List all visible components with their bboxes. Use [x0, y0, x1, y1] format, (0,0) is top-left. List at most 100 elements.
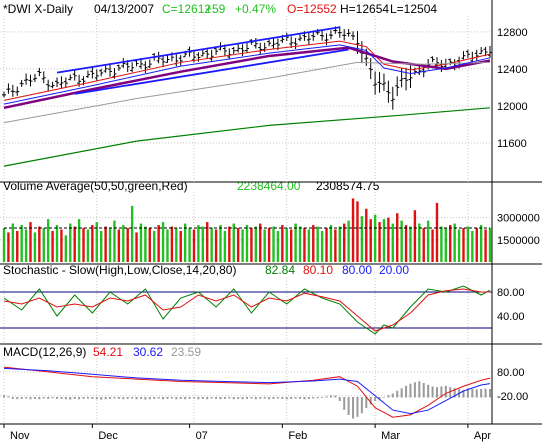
header-open: O=12552 — [287, 2, 337, 16]
volume-bar — [95, 222, 98, 262]
volume-bar — [285, 228, 288, 262]
volume-bar — [329, 225, 333, 262]
volume-bar — [91, 225, 94, 262]
header-change: +59 — [205, 2, 226, 16]
volume-bar — [466, 226, 470, 262]
volume-bar — [236, 228, 240, 262]
volume-bar — [484, 229, 487, 262]
volume-bar — [206, 222, 209, 262]
volume-bar — [86, 229, 90, 262]
volume-value-1: 2238464.00 — [237, 179, 301, 193]
volume-bar — [161, 222, 165, 262]
price-line-sma-200 — [3, 107, 491, 167]
volume-bar — [316, 226, 319, 262]
price-tick-label: 12400 — [497, 64, 528, 76]
volume-bar — [2, 228, 6, 262]
header-high: H=12654 — [340, 2, 389, 16]
volume-bar — [69, 223, 72, 262]
volume-bar — [148, 228, 151, 262]
volume-bar — [130, 205, 134, 262]
macd-title: MACD(12,26,9) — [3, 345, 86, 359]
x-axis-label: Mar — [381, 430, 400, 442]
volume-bar — [263, 229, 266, 262]
volume-bar — [338, 226, 341, 262]
header-symbol: *DWI X-Daily — [3, 2, 73, 16]
volume-bar — [294, 223, 297, 262]
price-line-channel-lower — [74, 48, 349, 95]
volume-bar — [369, 219, 372, 262]
volume-bar — [77, 219, 81, 262]
volume-bar — [192, 229, 196, 262]
volume-bar — [241, 229, 244, 262]
volume-bar — [250, 228, 253, 262]
volume-bar — [254, 226, 258, 262]
volume-bar — [219, 225, 222, 262]
volume-bar — [232, 223, 235, 262]
volume-bar — [29, 222, 32, 262]
macd-tick-label: 80.00 — [497, 367, 525, 379]
volume-bar — [272, 226, 275, 262]
price-tick-label: 11600 — [497, 138, 527, 150]
x-axis-label: Nov — [10, 430, 30, 442]
stochastic-lo: 20.00 — [379, 263, 409, 277]
volume-bar — [33, 232, 37, 262]
x-axis-label: 07 — [196, 430, 208, 442]
volume-bar — [100, 230, 103, 262]
volume-bar — [312, 225, 315, 262]
volume-bar — [396, 213, 399, 262]
volume-bar — [418, 223, 421, 262]
volume-bar — [325, 228, 328, 262]
volume-bar — [471, 230, 474, 262]
stochastic-tick-label: 40.00 — [497, 311, 525, 323]
price-line-sma-100 — [3, 61, 491, 124]
volume-bar — [365, 208, 368, 262]
volume-value-2: 2308574.75 — [316, 179, 380, 193]
stochastic-line-d — [3, 288, 490, 332]
volume-bar — [139, 223, 143, 262]
volume-bar — [201, 226, 205, 262]
volume-bar — [64, 235, 68, 262]
volume-bar — [11, 223, 15, 262]
volume-bar — [409, 226, 412, 262]
macd-hist: 23.59 — [171, 345, 201, 359]
volume-bar — [378, 222, 381, 262]
volume-bar — [351, 198, 355, 262]
volume-bar — [117, 229, 121, 262]
volume-bar — [449, 225, 452, 262]
volume-bar — [214, 229, 218, 262]
volume-bar — [347, 220, 350, 262]
volume-bar — [356, 201, 359, 262]
volume-bar — [170, 226, 174, 262]
volume-bar — [404, 225, 408, 262]
header-low: L=12504 — [390, 2, 437, 16]
stochastic-title: Stochastic - Slow(High,Low,Close,14,20,8… — [3, 263, 236, 277]
volume-bar — [104, 226, 107, 262]
volume-bar — [387, 217, 390, 262]
volume-bar — [223, 230, 227, 262]
volume-bar — [444, 228, 448, 262]
volume-bar — [488, 228, 492, 262]
volume-bar — [303, 228, 306, 262]
volume-title: Volume Average(50,50,green,Red) — [3, 179, 188, 193]
volume-bar — [228, 226, 231, 262]
stochastic-k: 82.84 — [265, 263, 295, 277]
volume-bar — [400, 220, 403, 262]
volume-bar — [7, 232, 10, 262]
volume-bar — [210, 228, 213, 262]
volume-bar — [382, 219, 386, 262]
stochastic-d: 80.10 — [303, 263, 333, 277]
volume-bar — [475, 228, 478, 262]
macd-signal: 30.62 — [133, 345, 163, 359]
volume-bar — [320, 230, 324, 262]
volume-bar — [55, 225, 59, 262]
volume-bar — [462, 228, 465, 262]
volume-bar — [153, 230, 156, 262]
volume-bar — [479, 225, 483, 262]
x-axis-label: Apr — [474, 430, 491, 442]
volume-bar — [343, 223, 346, 262]
volume-bar — [60, 229, 63, 262]
volume-bar — [24, 229, 28, 262]
